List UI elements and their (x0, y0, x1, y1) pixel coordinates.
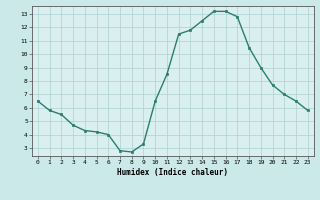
X-axis label: Humidex (Indice chaleur): Humidex (Indice chaleur) (117, 168, 228, 177)
